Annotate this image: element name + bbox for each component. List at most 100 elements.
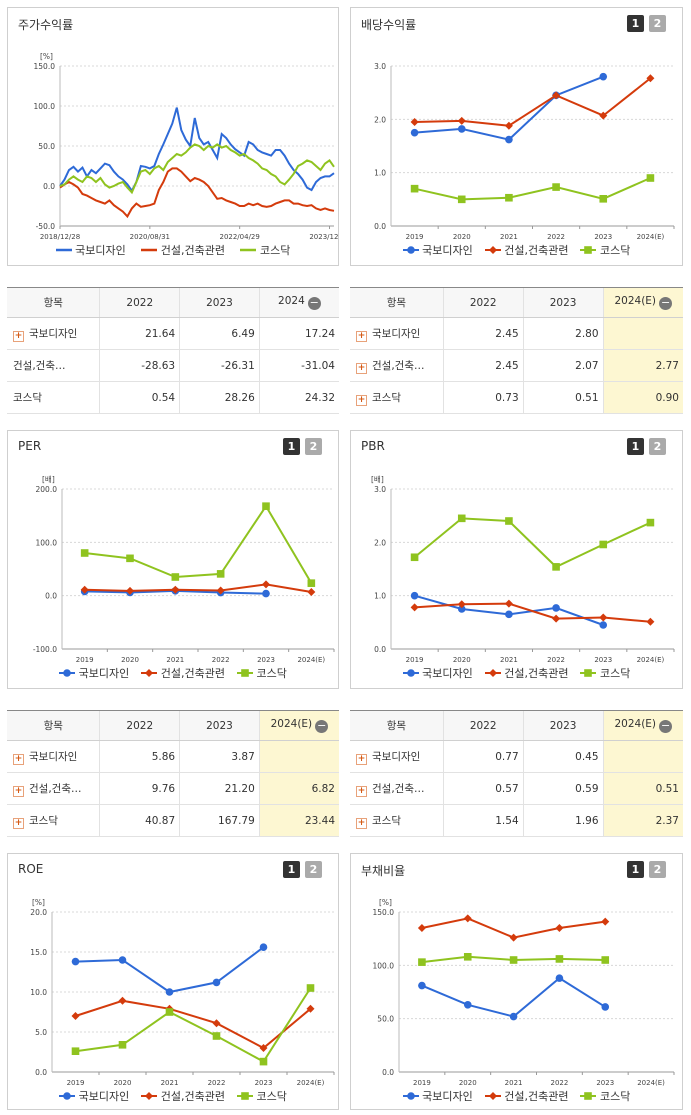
legend-item[interactable]: 건설,건축관련 [141,244,225,257]
data-point[interactable] [599,540,608,549]
row-label[interactable]: + 건설,건축… [350,349,444,382]
page-2-button[interactable]: 2 [305,438,322,455]
legend-marker[interactable] [584,246,593,254]
data-point[interactable] [646,174,655,182]
data-point[interactable] [171,585,180,594]
data-point[interactable] [599,72,608,81]
data-point[interactable] [418,958,426,966]
data-point[interactable] [457,195,466,204]
row-label[interactable]: + 코스닥 [350,381,444,414]
data-point[interactable] [509,1012,518,1021]
legend-item[interactable]: 국보디자인 [59,1088,129,1104]
data-point[interactable] [555,924,564,932]
data-point[interactable] [418,981,426,990]
data-point[interactable] [457,116,466,125]
page-1-button[interactable]: 1 [627,438,644,455]
data-point[interactable] [457,125,466,133]
data-point[interactable] [307,588,316,597]
expand-icon[interactable]: + [356,394,367,406]
legend-marker[interactable] [406,1092,415,1100]
data-point[interactable] [599,613,608,622]
page-1-button[interactable]: 1 [283,438,300,455]
legend-marker[interactable] [406,669,415,677]
data-point[interactable] [457,514,466,523]
expand-icon[interactable]: + [13,330,24,342]
expand-icon[interactable]: + [356,362,367,374]
data-point[interactable] [552,91,561,100]
data-point[interactable] [505,135,513,144]
data-point[interactable] [259,1044,268,1052]
data-point[interactable] [71,957,80,966]
data-point[interactable] [410,553,419,562]
legend-item[interactable]: 건설,건축관련 [141,665,225,681]
legend-marker[interactable] [63,1092,71,1100]
expand-icon[interactable]: + [356,817,367,829]
data-point[interactable] [212,1019,221,1028]
data-point[interactable] [410,603,419,612]
data-point[interactable] [71,1047,80,1055]
data-point[interactable] [410,591,419,600]
page-2-button[interactable]: 2 [649,861,666,878]
expand-icon[interactable]: + [13,785,24,797]
legend-item[interactable]: 국보디자인 [402,665,473,681]
data-point[interactable] [126,586,134,595]
legend-item[interactable]: 건설,건축관련 [484,1088,568,1104]
data-point[interactable] [509,933,518,942]
data-point[interactable] [646,74,655,83]
legend-marker[interactable] [584,1092,593,1100]
data-point[interactable] [505,517,513,525]
data-point[interactable] [165,1008,174,1016]
legend-item[interactable]: 코스닥 [580,1088,630,1104]
data-point[interactable] [259,943,268,951]
expand-icon[interactable]: + [356,753,367,765]
row-label[interactable]: + 코스닥 [350,804,444,837]
legend-marker[interactable] [406,246,415,254]
collapse-icon[interactable]: − [315,719,329,733]
page-1-button[interactable]: 1 [627,15,644,32]
data-point[interactable] [599,195,608,203]
row-label[interactable]: + 국보디자인 [350,740,444,773]
legend-marker[interactable] [488,1092,497,1100]
legend-item[interactable]: 코스닥 [240,244,291,257]
row-label[interactable]: + 국보디자인 [7,317,100,350]
data-point[interactable] [262,502,270,510]
data-point[interactable] [505,610,513,619]
page-1-button[interactable]: 1 [283,861,300,878]
expand-icon[interactable]: + [13,817,24,829]
legend-item[interactable]: 국보디자인 [55,244,126,257]
legend-marker[interactable] [584,669,593,677]
legend-item[interactable]: 건설,건축관련 [484,665,568,681]
data-point[interactable] [457,600,466,609]
data-point[interactable] [601,956,610,964]
collapse-icon[interactable]: − [659,719,673,733]
page-2-button[interactable]: 2 [649,15,666,32]
data-point[interactable] [463,1001,472,1009]
data-point[interactable] [259,1057,268,1066]
data-point[interactable] [601,1003,610,1011]
data-point[interactable] [306,1004,315,1013]
data-point[interactable] [505,193,513,202]
data-point[interactable] [552,563,560,571]
row-label[interactable]: + 국보디자인 [7,740,100,773]
data-point[interactable] [457,605,466,613]
page-1-button[interactable]: 1 [627,861,644,878]
legend-item[interactable]: 국보디자인 [59,665,129,681]
legend-marker[interactable] [488,669,497,677]
data-point[interactable] [552,183,560,191]
expand-icon[interactable]: + [356,785,367,797]
legend-item[interactable]: 건설,건축관련 [141,1088,225,1104]
row-label[interactable]: + 국보디자인 [350,317,444,350]
data-point[interactable] [126,554,134,563]
data-point[interactable] [601,917,610,926]
data-point[interactable] [216,570,225,578]
data-point[interactable] [504,599,513,608]
data-point[interactable] [262,589,270,598]
legend-marker[interactable] [145,1092,154,1100]
legend-marker[interactable] [488,246,497,254]
legend-item[interactable]: 코스닥 [580,665,630,681]
data-point[interactable] [552,614,561,623]
data-point[interactable] [463,953,472,961]
expand-icon[interactable]: + [356,330,367,342]
data-point[interactable] [463,914,472,923]
collapse-icon[interactable]: − [307,296,321,310]
